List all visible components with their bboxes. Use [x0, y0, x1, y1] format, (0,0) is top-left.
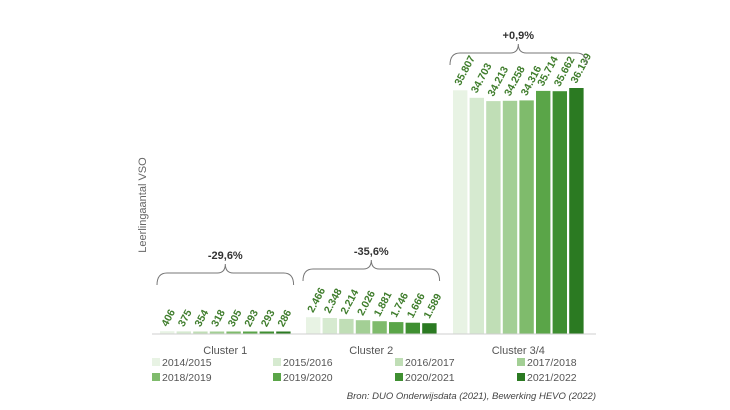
- value-label-0-2: 354: [192, 308, 211, 329]
- legend-label-6: 2020/2021: [405, 372, 455, 384]
- value-label-0-5: 293: [242, 308, 261, 329]
- bar-0-0: [160, 331, 175, 334]
- category-labels: Cluster 1 Cluster 2 Cluster 3/4: [203, 345, 545, 357]
- value-label-0-7: 286: [275, 308, 294, 329]
- bar-2-6: [552, 91, 567, 334]
- legend-label-0: 2014/2015: [162, 357, 212, 369]
- legend-swatch-1: [273, 358, 281, 366]
- legend-swatch-3: [517, 358, 525, 366]
- legend-label-7: 2021/2022: [527, 372, 577, 384]
- bar-0-3: [209, 331, 225, 334]
- bar-0-6: [259, 331, 274, 334]
- bar-0-1: [176, 331, 191, 334]
- category-label-1: Cluster 2: [349, 345, 393, 357]
- legend-label-4: 2018/2019: [162, 372, 212, 384]
- bar-1-5: [389, 322, 404, 334]
- bar-2-0: [453, 90, 468, 334]
- bar-2-1: [469, 97, 484, 334]
- bracket-1: [302, 259, 441, 282]
- value-label-0-6: 293: [259, 308, 278, 329]
- legend-label-1: 2015/2016: [283, 357, 333, 369]
- bar-2-3: [502, 100, 518, 334]
- bar-0-7: [276, 331, 291, 334]
- value-label-0-3: 318: [209, 308, 228, 329]
- legend-swatch-7: [517, 373, 525, 381]
- bar-2-5: [536, 90, 551, 335]
- change-annotation-0: -29,6%: [208, 250, 243, 262]
- bar-0-2: [193, 331, 208, 334]
- bar-1-4: [372, 321, 387, 334]
- y-axis-label: Leerlingaantal VSO: [137, 157, 149, 253]
- bar-0-4: [226, 331, 241, 334]
- legend-label-2: 2016/2017: [405, 357, 455, 369]
- category-label-2: Cluster 3/4: [492, 345, 545, 357]
- bar-2-2: [486, 101, 501, 334]
- bar-0-5: [243, 331, 258, 334]
- bar-1-1: [322, 318, 337, 334]
- legend-label-3: 2017/2018: [527, 357, 577, 369]
- value-label-0-1: 375: [176, 308, 195, 329]
- bar-1-3: [355, 320, 371, 334]
- legend-swatch-0: [152, 358, 160, 366]
- change-annotation-1: -35,6%: [354, 246, 389, 258]
- legend: 2014/2015 2015/2016 2016/2017 2017/2018 2018…: [152, 357, 577, 384]
- bar-1-2: [339, 318, 354, 334]
- bar-2-7: [569, 88, 584, 334]
- source-note: Bron: DUO Onderwijsdata (2021), Bewerkin…: [347, 391, 596, 402]
- bar-2-4: [519, 100, 534, 335]
- bar-1-7: [422, 323, 437, 334]
- value-label-0-0: 406: [159, 307, 178, 328]
- y-axis-label-group: Leerlingaantal VSO: [137, 157, 149, 253]
- bar-1-0: [306, 317, 321, 334]
- brackets: -29,6% -35,6% +0,9%: [156, 30, 588, 286]
- legend-swatch-2: [395, 358, 403, 366]
- legend-label-5: 2019/2020: [283, 372, 333, 384]
- legend-swatch-6: [395, 373, 403, 381]
- change-annotation-2: +0,9%: [503, 30, 535, 42]
- category-label-0: Cluster 1: [203, 345, 247, 357]
- legend-swatch-5: [273, 373, 281, 381]
- value-label-0-4: 305: [226, 308, 245, 329]
- legend-swatch-4: [152, 373, 160, 381]
- bracket-2: [449, 43, 588, 66]
- bar-1-6: [405, 322, 420, 334]
- bars: [160, 88, 584, 335]
- bracket-0: [156, 263, 295, 286]
